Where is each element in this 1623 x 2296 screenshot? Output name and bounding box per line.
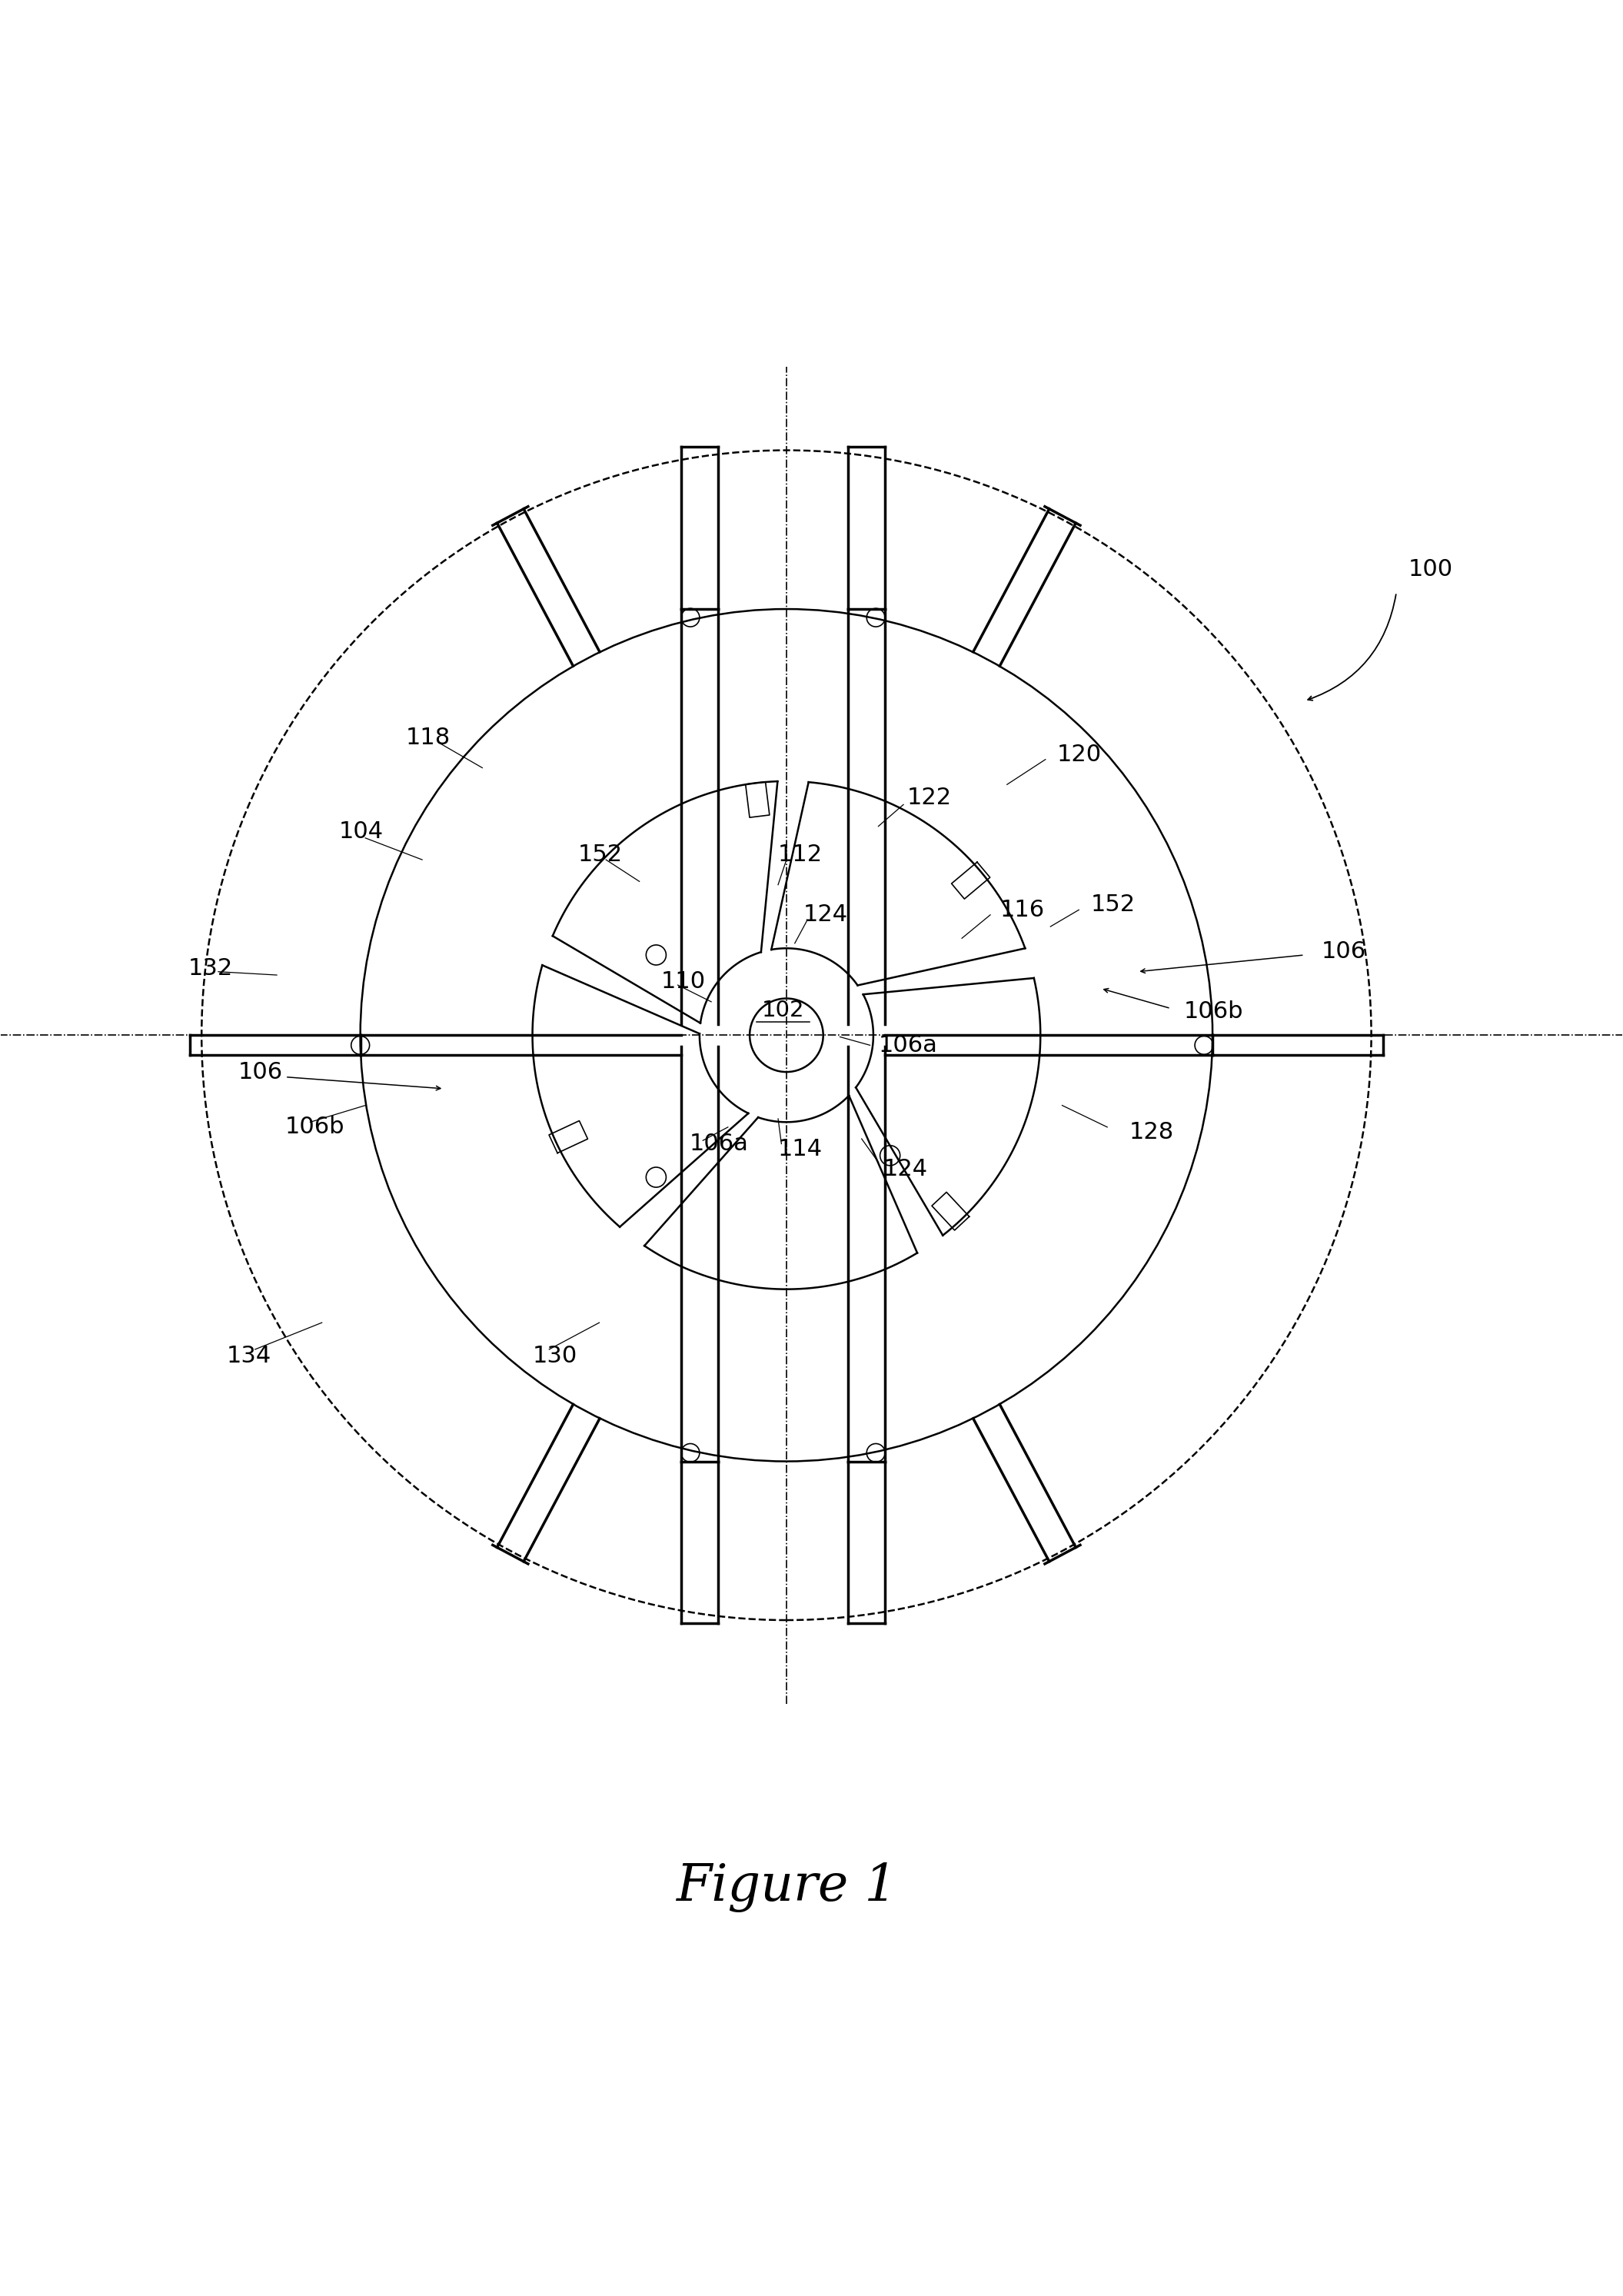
Text: 106b: 106b: [286, 1116, 344, 1139]
Text: 132: 132: [188, 957, 234, 980]
Text: 152: 152: [578, 843, 622, 866]
Text: 106: 106: [1321, 941, 1367, 962]
Text: 122: 122: [907, 788, 951, 808]
Text: 116: 116: [1000, 898, 1045, 921]
Text: 104: 104: [339, 820, 383, 843]
Text: 114: 114: [777, 1139, 823, 1159]
Text: 130: 130: [532, 1345, 578, 1366]
Text: 100: 100: [1409, 558, 1453, 581]
Text: 124: 124: [883, 1157, 928, 1180]
Text: 106a: 106a: [690, 1132, 748, 1155]
Text: 106: 106: [239, 1061, 282, 1084]
Text: 134: 134: [227, 1345, 271, 1366]
Text: 124: 124: [803, 905, 847, 925]
Text: 120: 120: [1057, 744, 1102, 765]
Text: 102: 102: [761, 999, 805, 1022]
Text: Figure 1: Figure 1: [675, 1862, 898, 1913]
Text: 106a: 106a: [878, 1033, 938, 1056]
Text: 128: 128: [1130, 1120, 1173, 1143]
Text: 112: 112: [777, 843, 823, 866]
Text: 118: 118: [406, 726, 450, 748]
Text: 152: 152: [1091, 893, 1134, 916]
Text: 110: 110: [661, 971, 706, 992]
Text: 106b: 106b: [1185, 1001, 1243, 1024]
